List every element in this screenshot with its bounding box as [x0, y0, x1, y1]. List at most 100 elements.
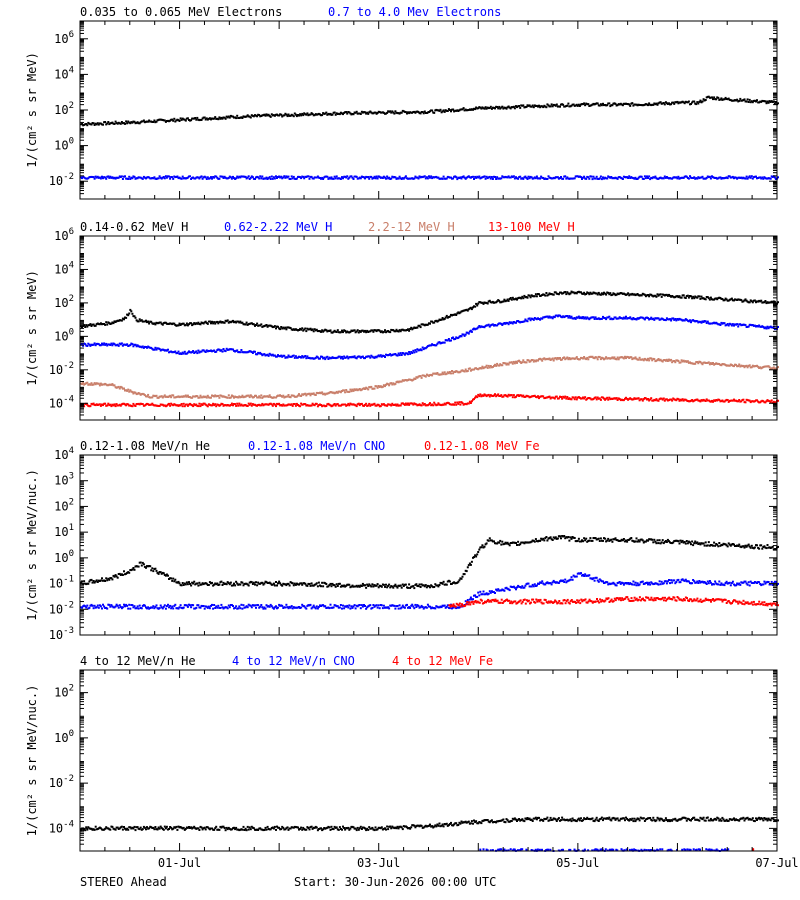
- data-point: [328, 113, 331, 116]
- data-point: [655, 102, 658, 105]
- data-point: [352, 585, 355, 588]
- data-point: [104, 580, 107, 582]
- data-point: [182, 352, 185, 355]
- data-point: [476, 304, 479, 307]
- data-point: [695, 320, 698, 322]
- data-point: [646, 359, 648, 362]
- data-point: [544, 105, 547, 108]
- data-point: [168, 395, 170, 398]
- data-point: [446, 339, 449, 342]
- data-point: [419, 586, 422, 588]
- data-point: [474, 396, 477, 399]
- data-point: [535, 396, 538, 399]
- data-point: [95, 123, 98, 126]
- data-point: [475, 367, 478, 370]
- data-point: [723, 98, 726, 101]
- data-point: [728, 175, 731, 178]
- data-point: [433, 586, 436, 588]
- data-point: [279, 582, 282, 585]
- data-point: [448, 315, 451, 318]
- data-point: [95, 579, 98, 582]
- data-point: [85, 402, 88, 405]
- data-point: [760, 400, 763, 403]
- data-point: [420, 349, 423, 352]
- data-point: [221, 175, 224, 178]
- data-point: [293, 112, 296, 115]
- data-point: [586, 540, 589, 543]
- data-point: [235, 177, 238, 180]
- data-point: [659, 176, 662, 179]
- data-point: [81, 343, 83, 346]
- data-point: [285, 356, 288, 359]
- data-point: [518, 359, 521, 362]
- data-point: [321, 355, 324, 358]
- data-point: [395, 328, 398, 331]
- data-point: [697, 176, 700, 179]
- data-point: [305, 357, 308, 360]
- data-point: [239, 396, 242, 399]
- data-point: [724, 96, 727, 99]
- data-point: [353, 355, 356, 358]
- data-point: [283, 583, 286, 586]
- data-point: [130, 569, 133, 572]
- data-point: [106, 384, 109, 387]
- data-point: [678, 295, 681, 298]
- data-point: [777, 102, 779, 105]
- data-point: [87, 121, 90, 124]
- data-point: [744, 298, 747, 301]
- data-point: [356, 585, 359, 588]
- data-point: [716, 322, 719, 325]
- data-point: [683, 102, 686, 105]
- data-point: [137, 320, 140, 323]
- data-point: [413, 110, 416, 113]
- data-point: [731, 399, 734, 402]
- data-point: [344, 403, 347, 406]
- data-point: [106, 344, 109, 347]
- data-point: [131, 312, 134, 315]
- data-point: [532, 106, 535, 109]
- data-point: [698, 295, 701, 298]
- data-point: [117, 404, 120, 407]
- data-point: [239, 116, 242, 119]
- data-point: [476, 396, 479, 399]
- data-point: [218, 116, 221, 119]
- data-point: [123, 387, 125, 390]
- data-point: [129, 178, 132, 180]
- data-point: [616, 292, 619, 295]
- data-point: [690, 176, 692, 179]
- data-point: [184, 394, 187, 397]
- data-point: [119, 319, 122, 322]
- data-point: [121, 317, 124, 320]
- data-point: [180, 118, 183, 121]
- data-point: [578, 358, 581, 361]
- data-point: [685, 360, 688, 363]
- data-point: [141, 561, 144, 564]
- data-point: [109, 344, 112, 346]
- data-point: [687, 177, 690, 180]
- y-axis-label: 1/(cm² s sr MeV): [25, 270, 39, 386]
- data-point: [307, 582, 310, 585]
- data-point: [499, 539, 502, 542]
- data-point: [675, 101, 678, 104]
- data-point: [358, 388, 361, 390]
- data-point: [350, 356, 353, 359]
- data-point: [764, 401, 767, 404]
- data-point: [85, 123, 88, 125]
- data-point: [102, 343, 104, 346]
- data-point: [608, 293, 611, 296]
- data-point: [396, 586, 399, 589]
- data-point: [491, 540, 494, 543]
- data-point: [557, 535, 560, 538]
- data-point: [545, 292, 548, 294]
- data-point: [491, 106, 494, 109]
- data-point: [714, 98, 717, 101]
- data-point: [259, 582, 262, 585]
- data-point: [555, 395, 558, 398]
- data-point: [462, 333, 465, 336]
- data-point: [744, 177, 747, 180]
- data-point: [590, 104, 593, 107]
- data-point: [89, 344, 92, 347]
- data-point: [683, 319, 686, 322]
- data-point: [398, 112, 401, 115]
- data-point: [634, 356, 637, 359]
